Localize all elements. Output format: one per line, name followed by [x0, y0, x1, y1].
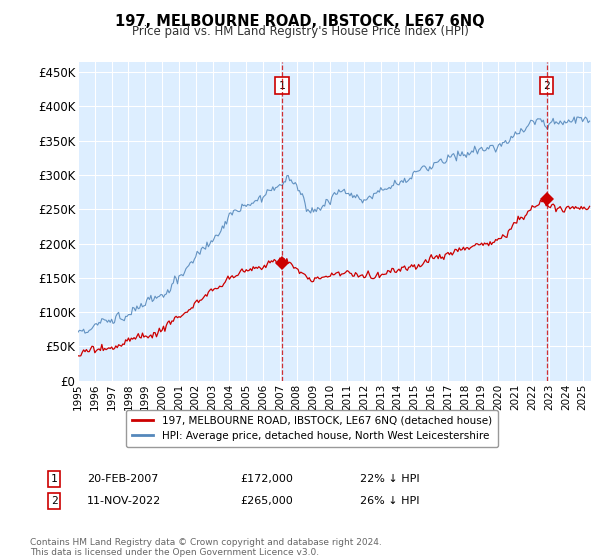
Text: 197, MELBOURNE ROAD, IBSTOCK, LE67 6NQ: 197, MELBOURNE ROAD, IBSTOCK, LE67 6NQ: [115, 14, 485, 29]
Text: 2: 2: [544, 81, 550, 91]
Text: Contains HM Land Registry data © Crown copyright and database right 2024.
This d: Contains HM Land Registry data © Crown c…: [30, 538, 382, 557]
Text: 22% ↓ HPI: 22% ↓ HPI: [360, 474, 419, 484]
Text: 26% ↓ HPI: 26% ↓ HPI: [360, 496, 419, 506]
Text: 1: 1: [50, 474, 58, 484]
Text: Price paid vs. HM Land Registry's House Price Index (HPI): Price paid vs. HM Land Registry's House …: [131, 25, 469, 38]
Text: 1: 1: [278, 81, 285, 91]
Text: 20-FEB-2007: 20-FEB-2007: [87, 474, 158, 484]
Text: £265,000: £265,000: [240, 496, 293, 506]
Text: 11-NOV-2022: 11-NOV-2022: [87, 496, 161, 506]
Text: £172,000: £172,000: [240, 474, 293, 484]
Text: 2: 2: [50, 496, 58, 506]
Legend: 197, MELBOURNE ROAD, IBSTOCK, LE67 6NQ (detached house), HPI: Average price, det: 197, MELBOURNE ROAD, IBSTOCK, LE67 6NQ (…: [126, 409, 498, 447]
